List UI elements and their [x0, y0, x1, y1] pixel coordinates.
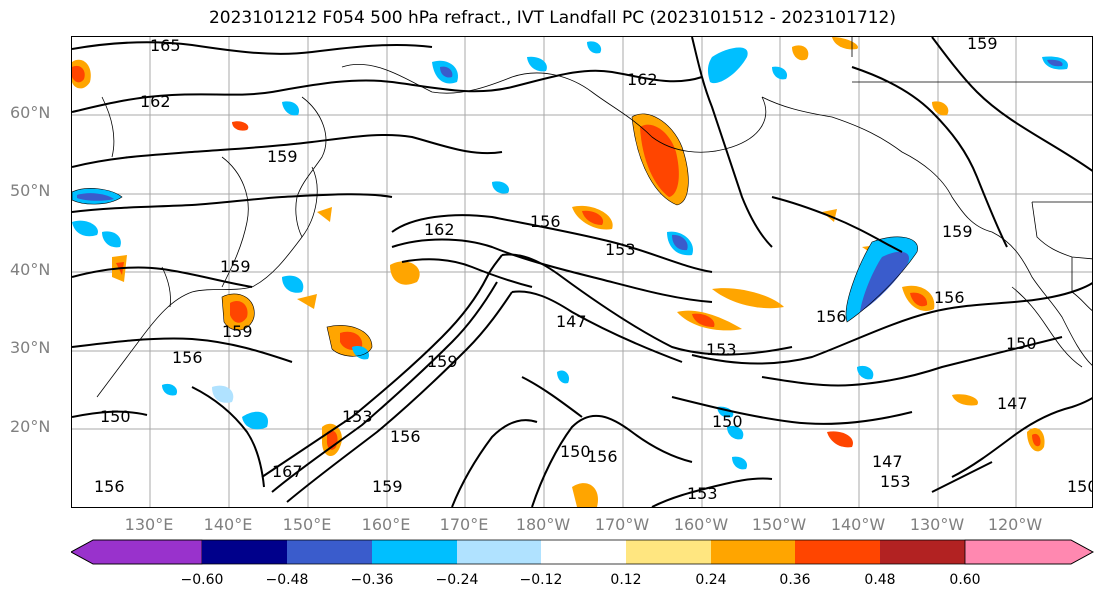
map-svg: 165 162 162 159 159 162 156 153 147 153 … — [72, 37, 1093, 507]
contour-label: 156 — [816, 307, 847, 326]
contour-label: 150 — [712, 412, 743, 431]
map-plot-area: 165 162 162 159 159 162 156 153 147 153 … — [71, 36, 1093, 508]
contour-label: 153 — [687, 484, 718, 503]
colorbar-tick: 0.48 — [864, 572, 896, 588]
lon-label-120w: 120°W — [987, 515, 1043, 534]
contour-label: 153 — [706, 340, 737, 359]
contour-label: 162 — [140, 92, 171, 111]
colorbar-segment — [711, 540, 795, 564]
contour-label: 156 — [587, 447, 618, 466]
colorbar-tick: −0.60 — [180, 572, 224, 588]
colorbar-tick: 0.60 — [949, 572, 981, 588]
contour-label: 159 — [220, 257, 251, 276]
contour-label: 159 — [967, 37, 998, 53]
contour-label: 162 — [424, 220, 455, 239]
map-title: 2023101212 F054 500 hPa refract., IVT La… — [208, 8, 896, 28]
colorbar-segment — [457, 540, 541, 564]
colorbar-segment — [626, 540, 711, 564]
colorbar-segment — [964, 539, 1094, 565]
contour-label: 165 — [150, 37, 181, 55]
contour-label: 147 — [997, 394, 1028, 413]
colorbar-segment — [372, 540, 457, 564]
contour-label: 156 — [530, 212, 561, 231]
lon-label-130e: 130°E — [124, 515, 174, 534]
lon-label-180w: 180°W — [515, 515, 571, 534]
contour-label: 159 — [942, 222, 973, 241]
colorbar-segment — [71, 539, 203, 565]
lat-label-20n: 20°N — [10, 417, 51, 436]
graticule — [72, 37, 1092, 507]
contour-label: 156 — [94, 477, 125, 496]
contour-label: 147 — [556, 312, 587, 331]
contour-label: 150 — [560, 442, 591, 461]
lon-label-160w: 160°W — [673, 515, 729, 534]
lat-label-50n: 50°N — [10, 181, 51, 200]
contour-label: 147 — [872, 452, 903, 471]
contour-label: 156 — [390, 427, 421, 446]
contour-label: 159 — [267, 147, 298, 166]
colorbar-segment — [880, 540, 965, 564]
colorbar-tick: −0.36 — [350, 572, 394, 588]
lon-label-140w: 140°W — [830, 515, 886, 534]
lon-label-170w: 170°W — [594, 515, 650, 534]
colorbar-segment — [795, 540, 880, 564]
contour-label: 159 — [427, 352, 458, 371]
contour-label: 150 — [1006, 334, 1037, 353]
contour-label: 150 — [1067, 477, 1093, 496]
contour-labels: 165 162 162 159 159 162 156 153 147 153 … — [94, 37, 1093, 503]
colorbar-tick: 0.12 — [610, 572, 642, 588]
contour-label: 167 — [272, 462, 303, 481]
lon-label-150e: 150°E — [282, 515, 332, 534]
contour-label: 156 — [934, 288, 965, 307]
colorbar-tick: −0.48 — [265, 572, 309, 588]
lon-label-130w: 130°W — [909, 515, 965, 534]
contour-label: 153 — [880, 472, 911, 491]
lon-label-150w: 150°W — [751, 515, 807, 534]
contour-label: 156 — [172, 348, 203, 367]
lon-label-140e: 140°E — [203, 515, 253, 534]
colorbar-tick: 0.24 — [695, 572, 727, 588]
colorbar-segment — [202, 540, 287, 564]
contour-label: 150 — [100, 407, 131, 426]
colorbar-segment — [541, 540, 626, 564]
lat-label-40n: 40°N — [10, 260, 51, 279]
contour-label: 159 — [222, 322, 253, 341]
coastlines — [96, 37, 1092, 398]
colorbar-tick: −0.24 — [435, 572, 479, 588]
colorbar-tick: 0.36 — [779, 572, 811, 588]
lon-label-170e: 170°E — [439, 515, 489, 534]
lat-label-60n: 60°N — [10, 103, 51, 122]
contour-label: 153 — [605, 240, 636, 259]
contour-label: 153 — [342, 407, 373, 426]
colorbar-tick: −0.12 — [519, 572, 563, 588]
lat-label-30n: 30°N — [10, 338, 51, 357]
shading-outlines — [72, 113, 918, 357]
contour-label: 162 — [627, 70, 658, 89]
colorbar-segment — [287, 540, 372, 564]
shaded-patches — [72, 37, 1068, 507]
contour-label: 159 — [372, 477, 403, 496]
colorbar — [71, 539, 1094, 565]
lon-label-160e: 160°E — [361, 515, 411, 534]
contours — [72, 37, 1092, 507]
